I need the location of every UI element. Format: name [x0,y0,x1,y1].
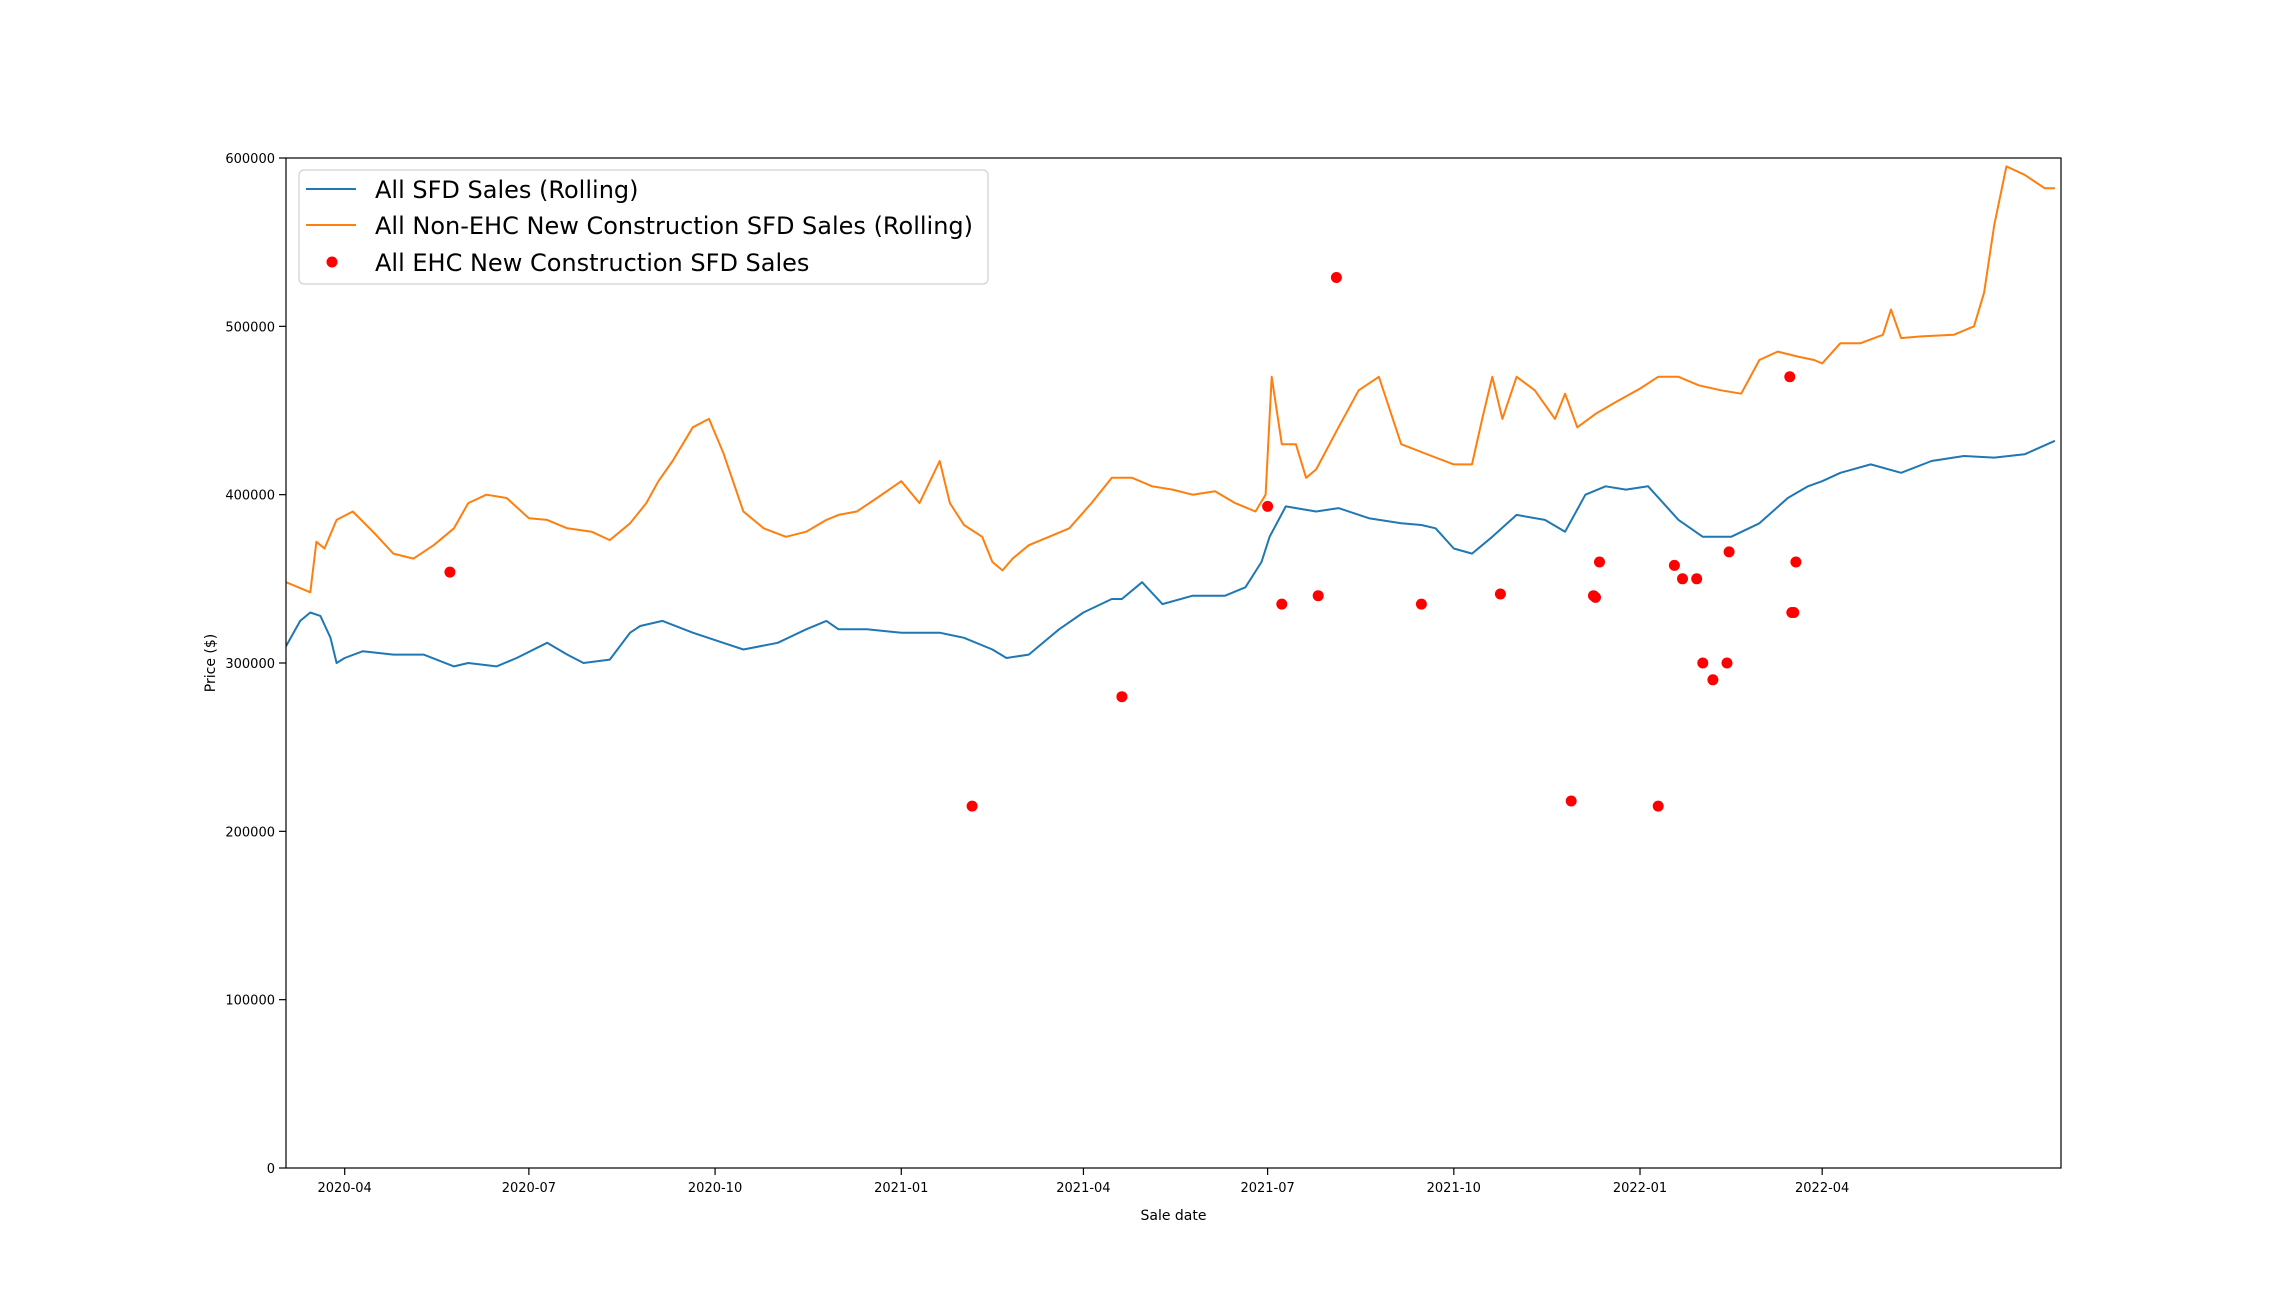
x-tick-label: 2020-07 [502,1181,556,1196]
y-tick-label: 400000 [225,489,275,504]
scatter-point [1276,598,1288,610]
scatter-point [1312,590,1324,602]
scatter-point [1721,657,1733,669]
scatter-point [1691,573,1703,585]
scatter-point [1588,590,1599,602]
scatter-point [1652,800,1664,812]
scatter-point [1723,546,1735,558]
scatter-point [1677,573,1688,585]
legend-label: All SFD Sales (Rolling) [375,176,639,204]
scatter-point [1707,674,1719,686]
scatter-point [1262,500,1274,512]
series-line-1 [286,165,2055,594]
plot-frame [285,157,2062,1169]
x-tick-label: 2020-04 [318,1181,372,1196]
x-tick-label: 2021-10 [1427,1181,1481,1196]
legend: All SFD Sales (Rolling) All Non-EHC New C… [298,169,989,285]
scatter-point [1668,559,1680,571]
scatter-point [1784,371,1796,383]
y-tick-label: 0 [267,1162,275,1177]
series-line-0 [286,439,2056,668]
y-tick-label: 300000 [225,657,275,672]
y-tick-label: 500000 [225,320,275,335]
scatter-point [444,566,456,578]
x-axis-title: Sale date [1141,1208,1207,1224]
scatter-point [1697,657,1709,669]
scatter-point [1790,556,1802,568]
x-tick-label: 2022-04 [1795,1181,1849,1196]
scatter-point [1415,598,1427,610]
scatter-point [966,800,978,812]
legend-label: All Non-EHC New Construction SFD Sales (… [375,212,973,240]
scatter-point [1330,272,1342,283]
x-tick-label: 2020-10 [688,1181,742,1196]
x-tick-label: 2021-04 [1056,1181,1110,1196]
legend-box [298,169,989,285]
y-tick-label: 200000 [225,825,275,840]
scatter-point [1116,691,1128,703]
y-tick-label: 100000 [225,994,275,1009]
axes: 0 100000 200000 300000 400000 500000 600000 202… [203,152,2062,1224]
legend-swatch [326,256,338,268]
scatter-point [1565,795,1577,807]
plot-area [286,165,2056,812]
x-tick-label: 2021-07 [1240,1181,1294,1196]
scatter-point [1788,607,1800,618]
x-tick-label: 2022-01 [1613,1181,1667,1196]
y-tick-label: 600000 [225,152,275,167]
scatter-point [1594,556,1605,568]
x-tick-label: 2021-01 [874,1181,928,1196]
legend-label: All EHC New Construction SFD Sales [375,249,809,277]
scatter-point [1494,588,1506,600]
y-axis-title: Price ($) [203,634,219,692]
